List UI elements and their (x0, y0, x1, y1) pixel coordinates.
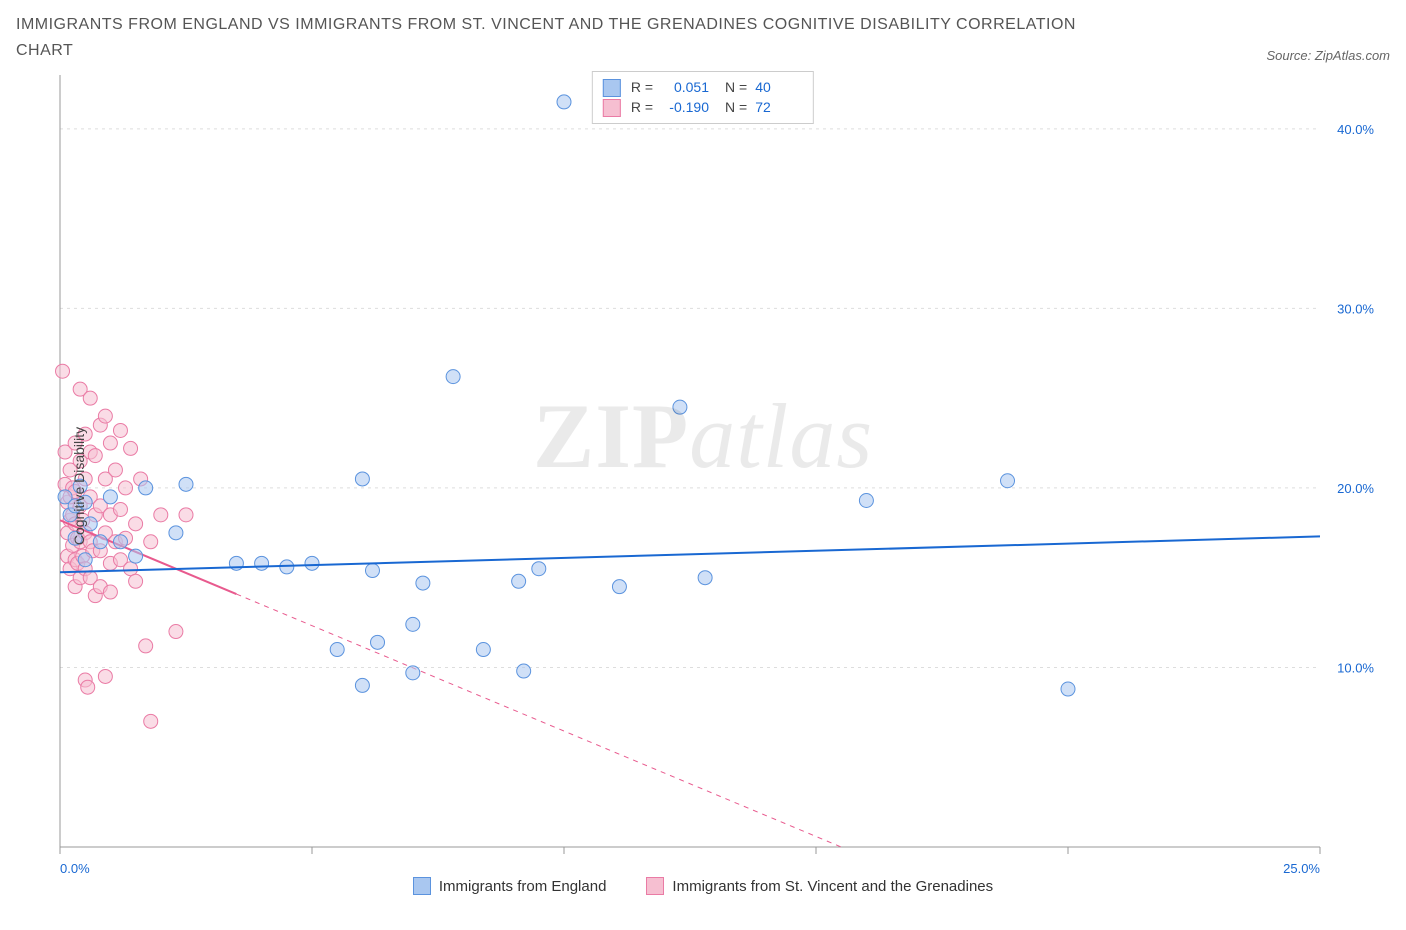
data-point (179, 508, 193, 522)
data-point (108, 463, 122, 477)
svg-text:20.0%: 20.0% (1337, 481, 1374, 496)
data-point (1061, 682, 1075, 696)
data-point (88, 449, 102, 463)
data-point (698, 571, 712, 585)
data-point (113, 535, 127, 549)
series-legend: Immigrants from England Immigrants from S… (16, 877, 1390, 895)
data-point (124, 562, 138, 576)
data-point (78, 553, 92, 567)
series-name: Immigrants from England (439, 878, 607, 895)
r-value: 0.051 (661, 78, 709, 98)
data-point (557, 95, 571, 109)
y-axis-title: Cognitive Disability (71, 427, 87, 545)
stats-legend: R = 0.051 N = 40 R = -0.190 N = 72 (592, 71, 814, 124)
data-point (144, 715, 158, 729)
data-point (124, 442, 138, 456)
data-point (98, 670, 112, 684)
legend-swatch (413, 877, 431, 895)
trend-line-extrapolated (236, 594, 841, 847)
data-point (103, 436, 117, 450)
legend-swatch (603, 99, 621, 117)
data-point (859, 494, 873, 508)
stats-legend-row: R = -0.190 N = 72 (603, 98, 803, 118)
data-point (129, 517, 143, 531)
svg-text:40.0%: 40.0% (1337, 122, 1374, 137)
data-point (113, 503, 127, 517)
series-legend-item: Immigrants from St. Vincent and the Gren… (646, 877, 993, 895)
data-point (406, 618, 420, 632)
data-point (119, 481, 133, 495)
data-point (517, 664, 531, 678)
data-point (103, 585, 117, 599)
chart-title: IMMIGRANTS FROM ENGLAND VS IMMIGRANTS FR… (16, 12, 1136, 63)
n-value: 40 (755, 78, 803, 98)
svg-text:0.0%: 0.0% (60, 861, 90, 876)
data-point (93, 535, 107, 549)
data-point (673, 400, 687, 414)
trend-line (60, 537, 1320, 573)
data-point (371, 636, 385, 650)
n-label: N = (725, 78, 747, 98)
data-point (1001, 474, 1015, 488)
data-point (305, 557, 319, 571)
data-point (154, 508, 168, 522)
data-point (81, 680, 95, 694)
r-label: R = (631, 98, 653, 118)
data-point (612, 580, 626, 594)
data-point (355, 472, 369, 486)
data-point (83, 391, 97, 405)
data-point (330, 643, 344, 657)
data-point (139, 639, 153, 653)
data-point (113, 424, 127, 438)
data-point (416, 576, 430, 590)
data-point (103, 490, 117, 504)
data-point (169, 625, 183, 639)
legend-swatch (646, 877, 664, 895)
data-point (255, 557, 269, 571)
data-point (56, 364, 70, 378)
scatter-chart: 0.0% 25.0% 10.0% 20.0% 30.0% 40.0% (16, 71, 1390, 901)
data-point (355, 679, 369, 693)
series-name: Immigrants from St. Vincent and the Gren… (672, 878, 993, 895)
data-point (406, 666, 420, 680)
r-value: -0.190 (661, 98, 709, 118)
data-point (512, 574, 526, 588)
svg-text:10.0%: 10.0% (1337, 661, 1374, 676)
data-point (139, 481, 153, 495)
data-point (144, 535, 158, 549)
data-point (129, 549, 143, 563)
r-label: R = (631, 78, 653, 98)
data-point (446, 370, 460, 384)
data-point (98, 409, 112, 423)
data-point (129, 574, 143, 588)
svg-text:30.0%: 30.0% (1337, 302, 1374, 317)
data-point (179, 478, 193, 492)
data-point (169, 526, 183, 540)
legend-swatch (603, 79, 621, 97)
chart-container: Cognitive Disability 0.0% 25.0% 10.0% 20.0%… (16, 71, 1390, 901)
n-value: 72 (755, 98, 803, 118)
svg-text:25.0%: 25.0% (1283, 861, 1320, 876)
data-point (532, 562, 546, 576)
source-label: Source: ZipAtlas.com (1266, 48, 1390, 63)
series-legend-item: Immigrants from England (413, 877, 607, 895)
n-label: N = (725, 98, 747, 118)
data-point (365, 564, 379, 578)
stats-legend-row: R = 0.051 N = 40 (603, 78, 803, 98)
data-point (476, 643, 490, 657)
